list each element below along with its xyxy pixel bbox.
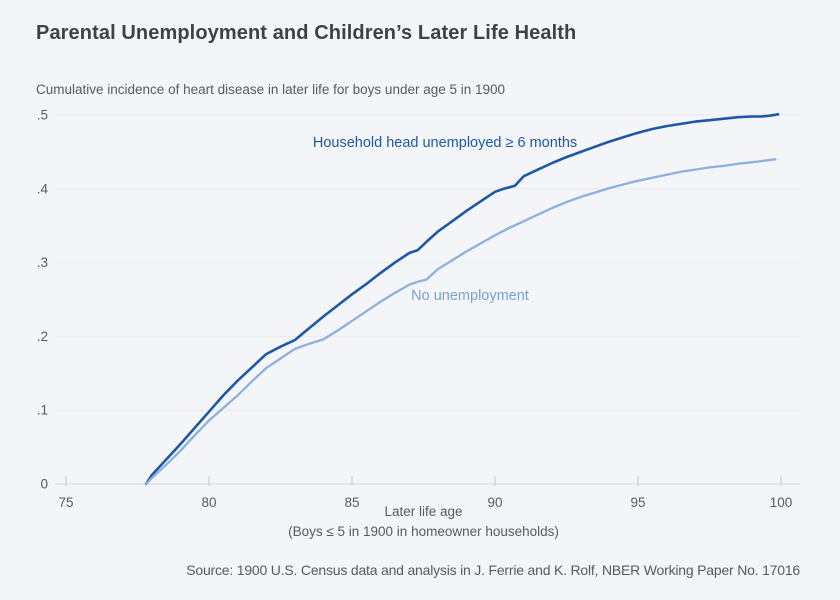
x-tick-label: 85: [344, 495, 359, 510]
source-note: Source: 1900 U.S. Census data and analys…: [186, 562, 800, 578]
y-tick-label: .5: [37, 108, 48, 123]
chart-subtitle: Cumulative incidence of heart disease in…: [36, 82, 506, 97]
y-tick-label: .3: [37, 255, 48, 270]
series-label-unemployed: Household head unemployed ≥ 6 months: [312, 135, 578, 151]
series-label-no-unemployment: No unemployment: [411, 288, 529, 304]
line-no-unemployment: [144, 158, 777, 486]
x-axis-sublabel: (Boys ≤ 5 in 1900 in homeowner household…: [288, 524, 559, 539]
x-tick-label: 75: [58, 495, 73, 510]
line-unemployed: [144, 113, 780, 486]
x-tick-label: 80: [201, 495, 216, 510]
chart-title: Parental Unemployment and Children’s Lat…: [36, 22, 577, 44]
x-tick-label: 100: [770, 495, 793, 510]
y-tick-label: .1: [37, 403, 48, 418]
x-tick-label: 90: [487, 495, 502, 510]
x-axis-label: Later life age: [384, 504, 463, 519]
x-tick-label: 95: [630, 495, 645, 510]
y-tick-label: .4: [37, 181, 49, 196]
y-tick-label: 0: [40, 477, 48, 492]
y-tick-label: .2: [37, 329, 48, 344]
